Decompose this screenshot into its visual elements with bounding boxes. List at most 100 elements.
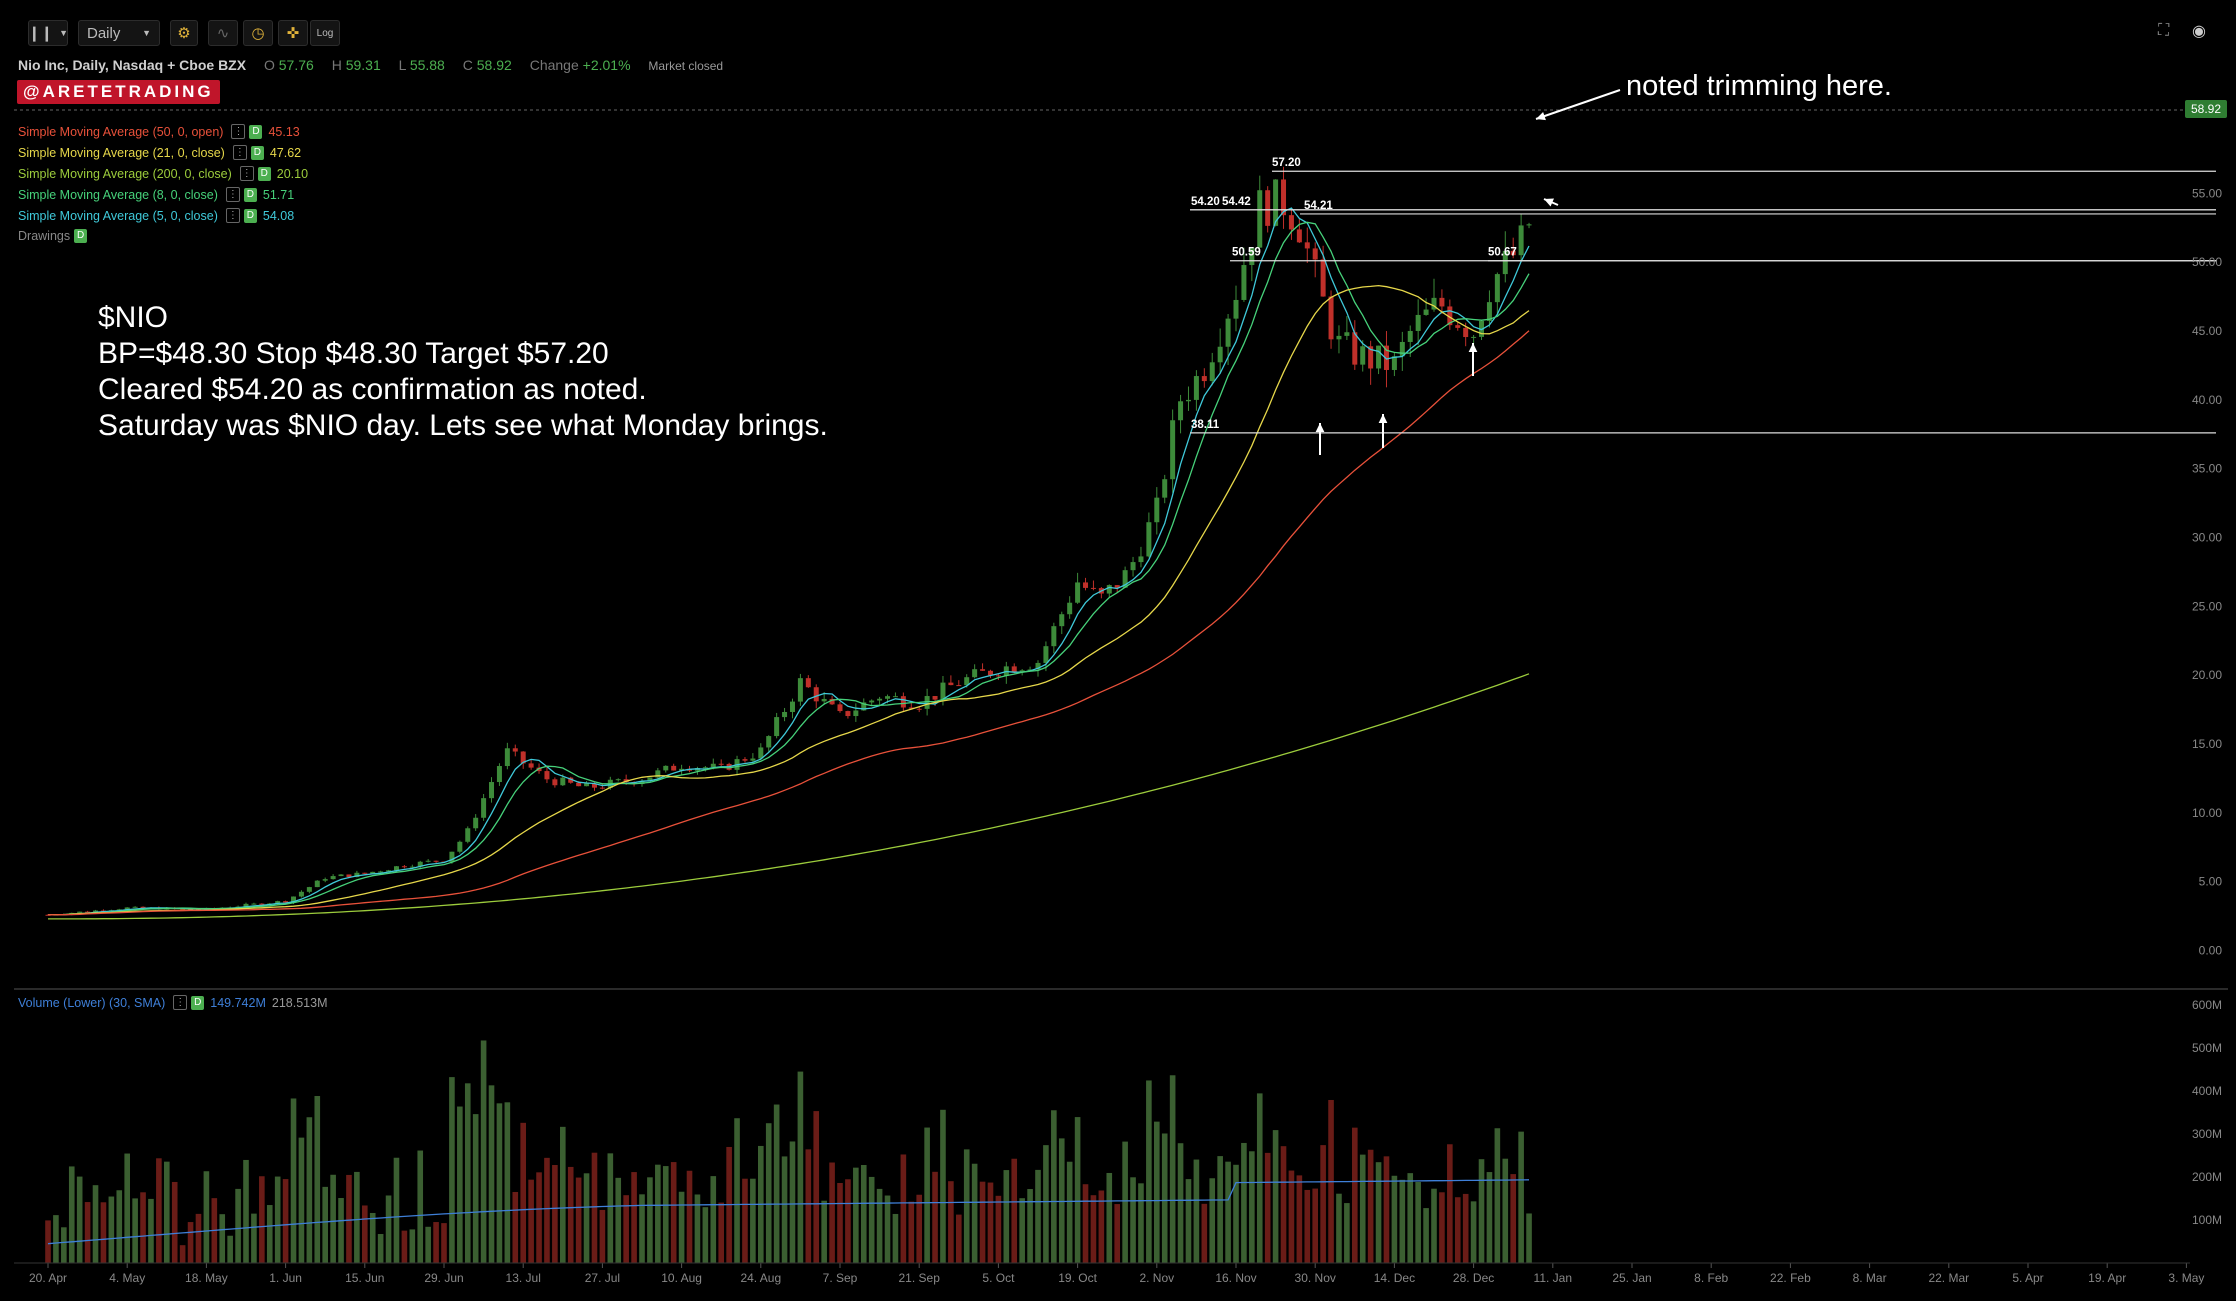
crosshair-button[interactable]: ✜ (278, 20, 308, 46)
candle (528, 763, 534, 768)
candle (259, 903, 265, 905)
d-badge[interactable]: D (249, 124, 263, 139)
candle (1352, 332, 1358, 365)
indicator-sma21[interactable]: Simple Moving Average (21, 0, close) ⋮ D 47… (18, 145, 302, 160)
candle (1257, 190, 1263, 248)
volume-bar (1146, 1080, 1152, 1263)
indicator-sma5[interactable]: Simple Moving Average (5, 0, close) ⋮ D 54.… (18, 208, 295, 223)
date-tick-label: 8. Mar (1853, 1271, 1887, 1285)
indicator-sma50[interactable]: Simple Moving Average (50, 0, open) ⋮ D 45.… (18, 124, 300, 139)
candle (774, 717, 780, 737)
last-price-tag (2185, 100, 2227, 118)
volume-bar (789, 1141, 796, 1263)
candle (718, 763, 724, 765)
info-icon[interactable]: ⋮ (225, 187, 240, 202)
candle (1154, 497, 1160, 523)
drawings-toggle[interactable]: Drawings D (18, 229, 88, 243)
candle (987, 670, 993, 676)
volume-bar (417, 1150, 424, 1263)
volume-bar (298, 1137, 305, 1263)
candle (124, 907, 130, 910)
candle (1249, 247, 1255, 266)
volume-bar (1082, 1184, 1089, 1263)
info-icon[interactable]: ⋮ (232, 145, 247, 160)
candle (1431, 297, 1437, 310)
level-label: 54.42 (1222, 196, 1251, 208)
info-icon[interactable]: ⋮ (239, 166, 254, 181)
price-tick-label: 30.00 (2192, 531, 2222, 545)
volume-bar (560, 1126, 566, 1263)
settings-button[interactable]: ⚙ (170, 20, 198, 46)
note-line: $NIO (98, 301, 169, 334)
info-icon[interactable]: ⋮ (173, 995, 188, 1010)
camera-icon[interactable]: ◉ (2192, 23, 2206, 40)
volume-bar (61, 1227, 67, 1263)
d-badge[interactable]: D (74, 229, 88, 243)
volume-bar (837, 1183, 843, 1263)
watermark-badge: @ARETETRADING (17, 80, 220, 104)
volume-bar (567, 1166, 574, 1263)
volume-bar (1359, 1154, 1366, 1263)
candle (789, 701, 795, 712)
candle (821, 698, 827, 702)
d-badge[interactable]: D (243, 208, 257, 223)
info-icon[interactable]: ⋮ (231, 124, 246, 139)
volume-bar (1256, 1093, 1263, 1263)
candle (512, 748, 518, 752)
volume-bar (425, 1226, 431, 1263)
candle (1035, 662, 1041, 670)
date-tick-label: 29. Jun (424, 1271, 463, 1285)
log-scale-button[interactable]: Log (310, 20, 340, 46)
volume-bar (338, 1198, 344, 1263)
volume-bar (1003, 1170, 1010, 1263)
candle (1185, 399, 1191, 402)
candle (1320, 259, 1326, 297)
interval-select[interactable]: Daily ▼ (78, 20, 160, 46)
clock-button[interactable]: ◷ (243, 20, 273, 46)
volume-bar (1352, 1127, 1358, 1263)
volume-bar (1518, 1131, 1524, 1263)
date-tick-label: 8. Feb (1694, 1271, 1728, 1285)
volume-bar (187, 1222, 194, 1263)
date-tick-label: 11. Jan (1534, 1271, 1572, 1285)
volume-bar (449, 1077, 455, 1263)
d-badge[interactable]: D (243, 187, 257, 202)
candle (782, 711, 788, 718)
d-badge[interactable]: D (250, 145, 264, 160)
volume-bar (1470, 1201, 1477, 1263)
volume-bar (251, 1213, 257, 1263)
candle (1447, 306, 1453, 326)
indicator-sma8[interactable]: Simple Moving Average (8, 0, close) ⋮ D 51.… (18, 187, 295, 202)
volume-bar (1344, 1203, 1350, 1263)
candle (742, 759, 748, 761)
volume-tick-label: 600M (2192, 998, 2222, 1012)
volume-bar (940, 1109, 946, 1263)
candle (275, 901, 281, 904)
date-tick-label: 18. May (185, 1271, 228, 1285)
level-label: 50.59 (1232, 247, 1261, 259)
symbol-header: Nio Inc, Daily, Nasdaq + Cboe BZX O 57.7… (18, 57, 724, 73)
d-badge[interactable]: D (257, 166, 271, 181)
volume-bar (528, 1179, 534, 1263)
candle (916, 708, 922, 710)
candle (615, 779, 621, 781)
d-badge[interactable]: D (191, 995, 205, 1010)
volume-bar (686, 1170, 693, 1263)
volume-bar (639, 1194, 645, 1263)
info-icon[interactable]: ⋮ (225, 208, 240, 223)
chart-type-button[interactable]: ❙❙ ▼ (28, 20, 68, 46)
high-value: 59.31 (345, 57, 381, 73)
volume-bar (932, 1171, 938, 1263)
indicator-button[interactable]: ∿ (208, 20, 238, 46)
candle (647, 777, 653, 782)
volume-bar (536, 1172, 542, 1263)
volume-bar (282, 1179, 289, 1263)
volume-legend[interactable]: Volume (Lower) (30, SMA) ⋮ D 149.742M 218.51… (18, 995, 328, 1010)
fullscreen-icon[interactable]: ⛶ (2158, 22, 2170, 39)
volume-bar (773, 1104, 780, 1263)
indicator-sma200[interactable]: Simple Moving Average (200, 0, close) ⋮ D 2… (18, 166, 309, 181)
candle (1265, 190, 1271, 226)
candle (560, 777, 566, 786)
candle (1051, 626, 1057, 647)
